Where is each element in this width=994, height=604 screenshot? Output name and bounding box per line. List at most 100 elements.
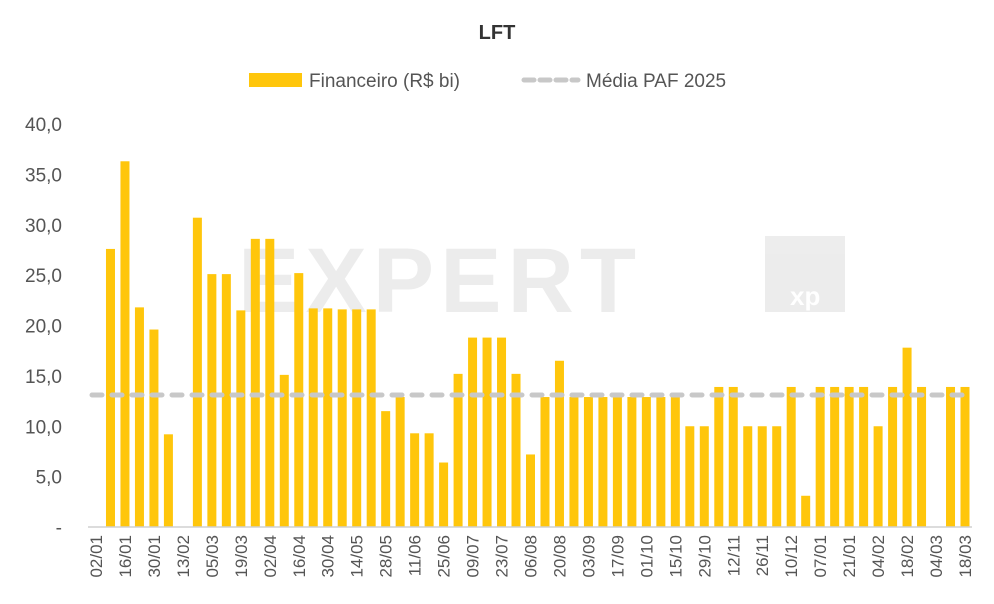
legend: Financeiro (R$ bi) Média PAF 2025 xyxy=(249,71,726,92)
bar xyxy=(120,161,130,527)
y-tick-label: 40,0 xyxy=(25,115,62,136)
bar xyxy=(786,386,796,527)
x-tick-label: 18/02 xyxy=(898,535,917,578)
bar xyxy=(685,426,695,527)
bar xyxy=(250,238,260,528)
x-tick-label: 26/11 xyxy=(753,535,772,576)
bar xyxy=(815,386,825,527)
x-tick-label: 23/07 xyxy=(493,535,512,578)
bar xyxy=(873,426,883,527)
bar xyxy=(526,454,535,527)
bar xyxy=(627,397,637,527)
bar xyxy=(468,337,478,527)
bar xyxy=(960,386,970,527)
y-tick-label: 25,0 xyxy=(25,266,62,287)
y-tick-label: 30,0 xyxy=(25,216,62,237)
bar xyxy=(337,309,347,527)
bars xyxy=(105,161,970,528)
bar xyxy=(598,397,608,527)
y-tick-label: 35,0 xyxy=(25,165,62,186)
x-tick-label: 20/08 xyxy=(550,535,569,578)
bar xyxy=(105,248,115,527)
x-tick-label: 07/01 xyxy=(811,535,830,578)
bar xyxy=(410,433,420,527)
x-tick-label: 10/12 xyxy=(782,535,801,578)
bar xyxy=(192,217,202,527)
bar xyxy=(482,337,492,527)
x-tick-label: 19/03 xyxy=(232,535,251,578)
bar xyxy=(917,386,927,527)
bar xyxy=(294,273,304,527)
x-tick-label: 18/03 xyxy=(956,535,975,578)
bar xyxy=(554,360,564,527)
watermark-text: EXPERT xyxy=(238,230,642,332)
x-tick-label: 04/02 xyxy=(869,535,888,578)
bar xyxy=(569,397,579,527)
bar xyxy=(801,495,811,527)
bar xyxy=(308,308,318,527)
bar xyxy=(888,386,898,527)
x-tick-label: 25/06 xyxy=(435,535,454,578)
bar xyxy=(511,373,521,527)
y-axis: - 5,0 10,0 15,0 20,0 25,0 30,0 35,0 40,0 xyxy=(25,115,62,539)
bar xyxy=(149,329,159,527)
x-tick-label: 14/05 xyxy=(348,535,367,578)
x-tick-label: 02/01 xyxy=(87,535,106,578)
bar xyxy=(757,426,767,527)
watermark-badge-text: xp xyxy=(790,281,820,311)
bar xyxy=(743,426,753,527)
x-tick-label: 05/03 xyxy=(203,535,222,578)
x-tick-label: 13/02 xyxy=(174,535,193,578)
y-tick-label: - xyxy=(56,518,62,539)
bar xyxy=(641,397,651,527)
bar xyxy=(221,274,231,527)
bar xyxy=(612,397,622,527)
x-tick-label: 29/10 xyxy=(695,535,714,578)
bar xyxy=(772,426,782,527)
legend-swatch-bar xyxy=(249,73,302,87)
watermark: EXPERT xp xyxy=(238,230,845,332)
x-tick-label: 28/05 xyxy=(377,535,396,578)
bar xyxy=(134,307,144,527)
bar xyxy=(830,386,840,527)
bar xyxy=(439,462,449,527)
bar xyxy=(323,308,333,527)
legend-label-financeiro: Financeiro (R$ bi) xyxy=(309,71,460,92)
bar xyxy=(395,397,405,527)
x-tick-label: 12/11 xyxy=(724,535,743,576)
bar xyxy=(670,397,680,527)
x-tick-label: 01/10 xyxy=(637,535,656,578)
bar xyxy=(207,274,217,527)
bar xyxy=(163,434,173,527)
x-tick-label: 16/04 xyxy=(290,535,309,578)
x-axis: 02/01 16/01 30/01 13/02 05/03 19/03 02/04 16/04… xyxy=(87,535,975,578)
y-tick-label: 15,0 xyxy=(25,367,62,388)
y-tick-label: 20,0 xyxy=(25,317,62,338)
x-tick-label: 21/01 xyxy=(840,535,859,578)
bar xyxy=(656,397,666,527)
x-tick-label: 06/08 xyxy=(522,535,541,578)
bar xyxy=(236,310,246,527)
x-tick-label: 11/06 xyxy=(406,535,425,576)
bar xyxy=(381,411,391,527)
bar xyxy=(453,373,463,527)
x-tick-label: 04/03 xyxy=(927,535,946,578)
bar xyxy=(728,386,738,527)
chart-title: LFT xyxy=(479,22,516,44)
x-tick-label: 15/10 xyxy=(666,535,685,578)
bar xyxy=(424,433,434,527)
bar xyxy=(859,386,869,527)
x-tick-label: 30/04 xyxy=(319,535,338,578)
y-tick-label: 10,0 xyxy=(25,417,62,438)
x-tick-label: 09/07 xyxy=(464,535,483,578)
bar xyxy=(946,386,956,527)
bar xyxy=(279,374,289,527)
bar xyxy=(366,309,376,527)
x-tick-label: 17/09 xyxy=(608,535,627,578)
x-tick-label: 30/01 xyxy=(145,535,164,578)
bar xyxy=(352,309,362,527)
bar xyxy=(844,386,854,527)
bar xyxy=(265,238,275,528)
